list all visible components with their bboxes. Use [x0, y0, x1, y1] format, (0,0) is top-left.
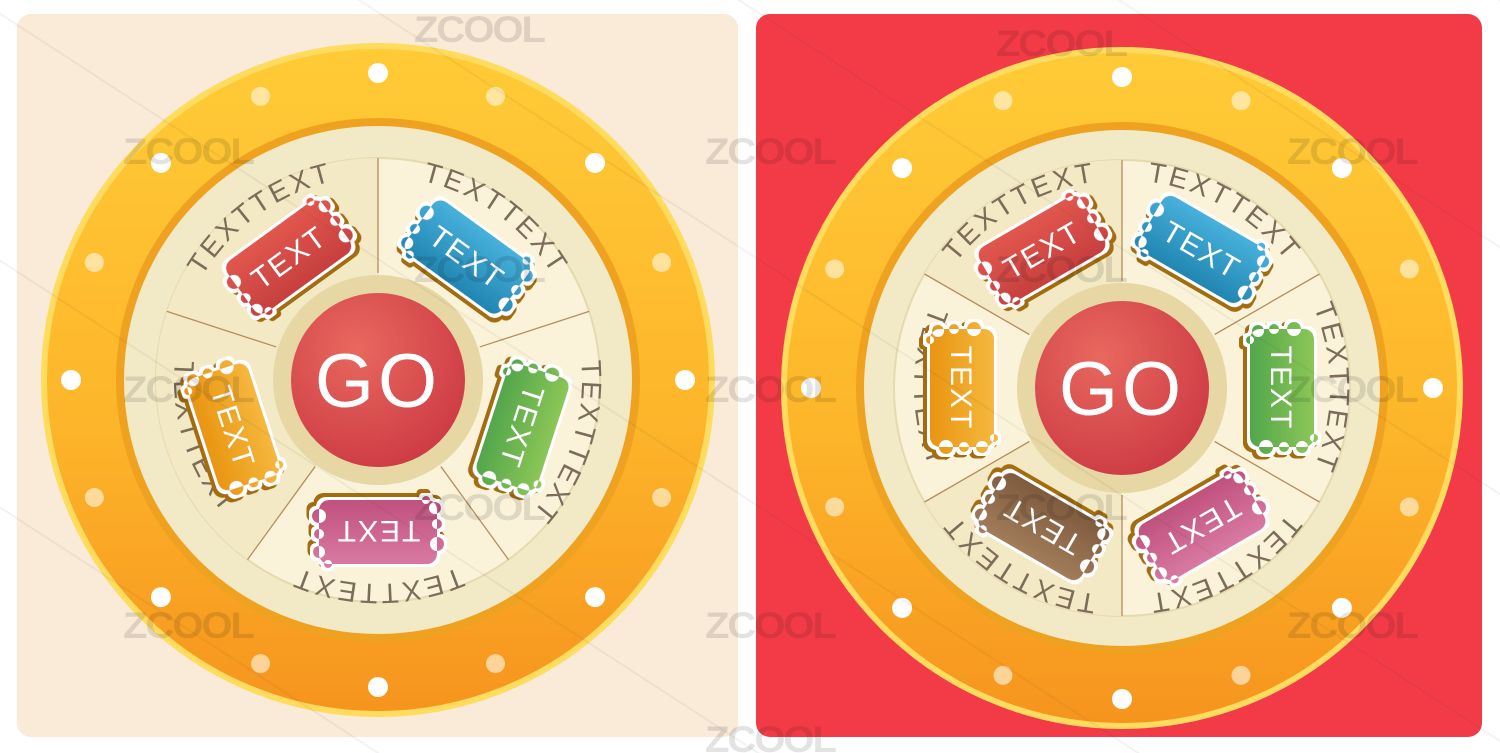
segment-divider	[924, 440, 1030, 503]
rim-dot	[150, 587, 171, 608]
rim-dot	[675, 370, 695, 390]
rim-dot	[251, 86, 271, 106]
rim-dot	[84, 487, 104, 507]
rim-dot	[1399, 259, 1419, 279]
go-label: GO	[1059, 347, 1185, 432]
rim-dot	[251, 654, 271, 674]
panel-peach: TEXTTEXT TEXTTEXT TEXTTEXT TEXTTEXT TEXTTEXT…	[17, 14, 738, 737]
rim-dot	[892, 158, 913, 179]
ticket-orange[interactable]: TEXT	[926, 322, 998, 454]
go-button-face	[291, 293, 465, 467]
rim-dot	[652, 487, 672, 507]
rim-dot	[1331, 597, 1352, 618]
ticket-pink[interactable]: TEXT	[312, 496, 444, 568]
rim-dot	[652, 253, 672, 273]
go-button[interactable]: GO	[1017, 283, 1227, 493]
rim-dot	[368, 63, 388, 83]
segment-divider	[246, 466, 316, 560]
panel-red: TEXTTEXT TEXTTEXT TEXTTEXT TEXTTEXT TEXTTEXT…	[756, 14, 1482, 737]
wheel-left: TEXTTEXT TEXTTEXTTEXTTEXTTEXTTEXTTEXTTEXT…	[41, 43, 715, 717]
segment-divider	[166, 310, 277, 348]
wheel-right: TEXTTEXT TEXTTEXTTEXTTEXTTEXTTEXTTEXTTEXT…	[781, 47, 1463, 729]
ticket-text: TEXT	[336, 514, 421, 547]
rim-dot	[485, 654, 505, 674]
go-button[interactable]: GO	[273, 275, 483, 485]
ticket-text: TEXT	[944, 346, 977, 431]
ticket-green[interactable]: TEXT	[468, 353, 577, 501]
rim-dot	[1112, 689, 1132, 709]
rim-dot	[485, 86, 505, 106]
rim-dot	[1399, 497, 1419, 517]
ticket-orange[interactable]: TEXT	[179, 353, 288, 501]
rim-dot	[61, 370, 81, 390]
rim-dot	[892, 597, 913, 618]
ticket-text: TEXT	[1264, 346, 1297, 431]
segment-divider	[1214, 273, 1320, 336]
rim-dot	[801, 378, 821, 398]
rim-dot	[84, 253, 104, 273]
rim-dot	[1331, 158, 1352, 179]
rim-dot	[825, 497, 845, 517]
go-label: GO	[315, 339, 441, 424]
rim-dot	[993, 91, 1013, 111]
rim-dot	[150, 152, 171, 173]
segment-divider	[924, 273, 1030, 336]
segment-divider	[479, 310, 590, 348]
rim-dot	[585, 587, 606, 608]
rim-dot	[368, 677, 388, 697]
ticket-green[interactable]: TEXT	[1246, 322, 1318, 454]
rim-dot	[1231, 91, 1251, 111]
rim-dot	[585, 152, 606, 173]
segment-divider	[440, 466, 510, 560]
segment-divider	[1214, 440, 1320, 503]
rim-dot	[1231, 665, 1251, 685]
go-button-face	[1035, 301, 1209, 475]
rim-dot	[993, 665, 1013, 685]
rim-dot	[825, 259, 845, 279]
rim-dot	[1423, 378, 1443, 398]
rim-dot	[1112, 67, 1132, 87]
